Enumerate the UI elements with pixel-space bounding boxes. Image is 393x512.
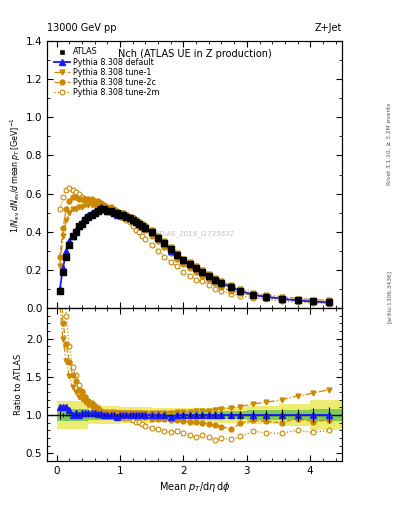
Text: Nch (ATLAS UE in Z production): Nch (ATLAS UE in Z production): [118, 49, 272, 59]
Text: ATLAS_2019_I1735632: ATLAS_2019_I1735632: [154, 230, 235, 237]
Y-axis label: Ratio to ATLAS: Ratio to ATLAS: [14, 354, 23, 415]
Text: Z+Jet: Z+Jet: [314, 23, 342, 33]
Text: Rivet 3.1.10, ≥ 3.2M events: Rivet 3.1.10, ≥ 3.2M events: [387, 102, 392, 185]
Legend: ATLAS, Pythia 8.308 default, Pythia 8.308 tune-1, Pythia 8.308 tune-2c, Pythia 8: ATLAS, Pythia 8.308 default, Pythia 8.30…: [51, 45, 162, 100]
Y-axis label: $1/N_\mathsf{ev}\,dN_\mathsf{ev}/d\,\mathsf{mean}\,p_\mathit{T}\,[\mathsf{GeV}]^: $1/N_\mathsf{ev}\,dN_\mathsf{ev}/d\,\mat…: [9, 117, 23, 232]
X-axis label: Mean $p_\mathit{T}$/d$\eta\,\mathrm{d}\phi$: Mean $p_\mathit{T}$/d$\eta\,\mathrm{d}\p…: [159, 480, 230, 494]
Text: 13000 GeV pp: 13000 GeV pp: [47, 23, 117, 33]
Text: [arXiv:1306.3436]: [arXiv:1306.3436]: [387, 270, 392, 324]
